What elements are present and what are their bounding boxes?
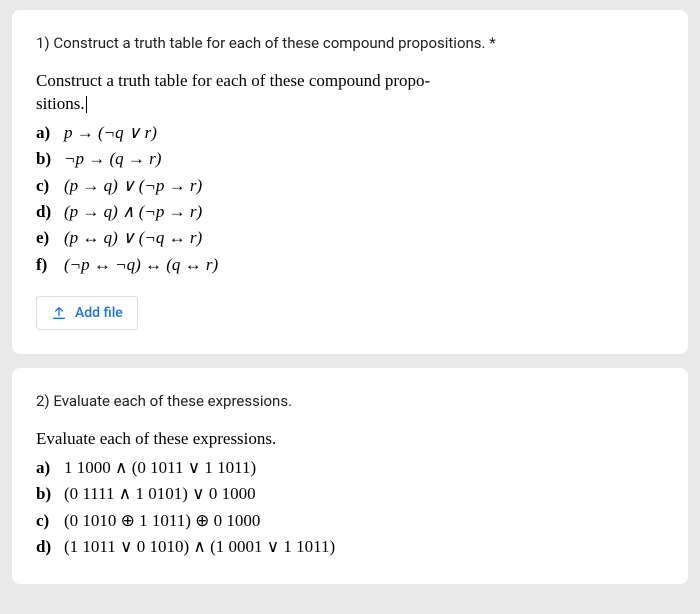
add-file-button[interactable]: Add file: [36, 296, 138, 330]
serif-heading-line2: sitions.: [36, 94, 85, 113]
item-label: b): [36, 481, 60, 507]
item-label: b): [36, 146, 60, 172]
list-item: e) (p ↔ q) ∨ (¬q ↔ r): [36, 225, 664, 251]
text-cursor: [86, 96, 87, 113]
serif-heading-2: Evaluate each of these expressions.: [36, 428, 664, 451]
list-item: f) (¬p ↔ ¬q) ↔ (q ↔ r): [36, 252, 664, 278]
item-expression: (p → q) ∧ (¬p → r): [60, 199, 202, 225]
required-asterisk: *: [489, 34, 495, 52]
list-item: a) 1 1000 ∧ (0 1011 ∨ 1 1011): [36, 455, 664, 481]
list-item: d) (1 1011 ∨ 0 1010) ∧ (1 0001 ∨ 1 1011): [36, 534, 664, 560]
item-expression: (1 1011 ∨ 0 1010) ∧ (1 0001 ∨ 1 1011): [60, 534, 335, 560]
question-card-1: 1) Construct a truth table for each of t…: [12, 10, 688, 354]
item-expression: (p ↔ q) ∨ (¬q ↔ r): [60, 225, 202, 251]
list-item: c) (0 1010 ⊕ 1 1011) ⊕ 0 1000: [36, 508, 664, 534]
list-item: a) p → (¬q ∨ r): [36, 120, 664, 146]
list-item: d) (p → q) ∧ (¬p → r): [36, 199, 664, 225]
item-expression: (¬p ↔ ¬q) ↔ (q ↔ r): [60, 252, 218, 278]
item-label: f): [36, 252, 60, 278]
item-expression: (p → q) ∨ (¬p → r): [60, 173, 202, 199]
item-expression: (0 1010 ⊕ 1 1011) ⊕ 0 1000: [60, 508, 260, 534]
list-item: c) (p → q) ∨ (¬p → r): [36, 173, 664, 199]
bitstring-list: a) 1 1000 ∧ (0 1011 ∨ 1 1011) b) (0 1111…: [36, 455, 664, 560]
upload-icon: [51, 305, 67, 321]
serif-heading-1: Construct a truth table for each of thes…: [36, 70, 664, 116]
item-label: d): [36, 199, 60, 225]
serif-heading-line1: Construct a truth table for each of thes…: [36, 71, 430, 90]
item-label: c): [36, 173, 60, 199]
item-expression: 1 1000 ∧ (0 1011 ∨ 1 1011): [60, 455, 256, 481]
list-item: b) ¬p → (q → r): [36, 146, 664, 172]
question-1-title: 1) Construct a truth table for each of t…: [36, 34, 664, 52]
item-label: e): [36, 225, 60, 251]
list-item: b) (0 1111 ∧ 1 0101) ∨ 0 1000: [36, 481, 664, 507]
item-label: c): [36, 508, 60, 534]
proposition-list: a) p → (¬q ∨ r) b) ¬p → (q → r) c) (p → …: [36, 120, 664, 278]
question-1-body: Construct a truth table for each of thes…: [36, 70, 664, 278]
question-card-2: 2) Evaluate each of these expressions. E…: [12, 368, 688, 584]
question-2-body: Evaluate each of these expressions. a) 1…: [36, 428, 664, 560]
item-label: a): [36, 120, 60, 146]
question-1-title-text: 1) Construct a truth table for each of t…: [36, 34, 489, 52]
add-file-label: Add file: [75, 305, 123, 321]
question-2-title: 2) Evaluate each of these expressions.: [36, 392, 664, 410]
item-expression: (0 1111 ∧ 1 0101) ∨ 0 1000: [60, 481, 256, 507]
item-label: d): [36, 534, 60, 560]
item-expression: ¬p → (q → r): [60, 146, 161, 172]
item-expression: p → (¬q ∨ r): [60, 120, 157, 146]
item-label: a): [36, 455, 60, 481]
